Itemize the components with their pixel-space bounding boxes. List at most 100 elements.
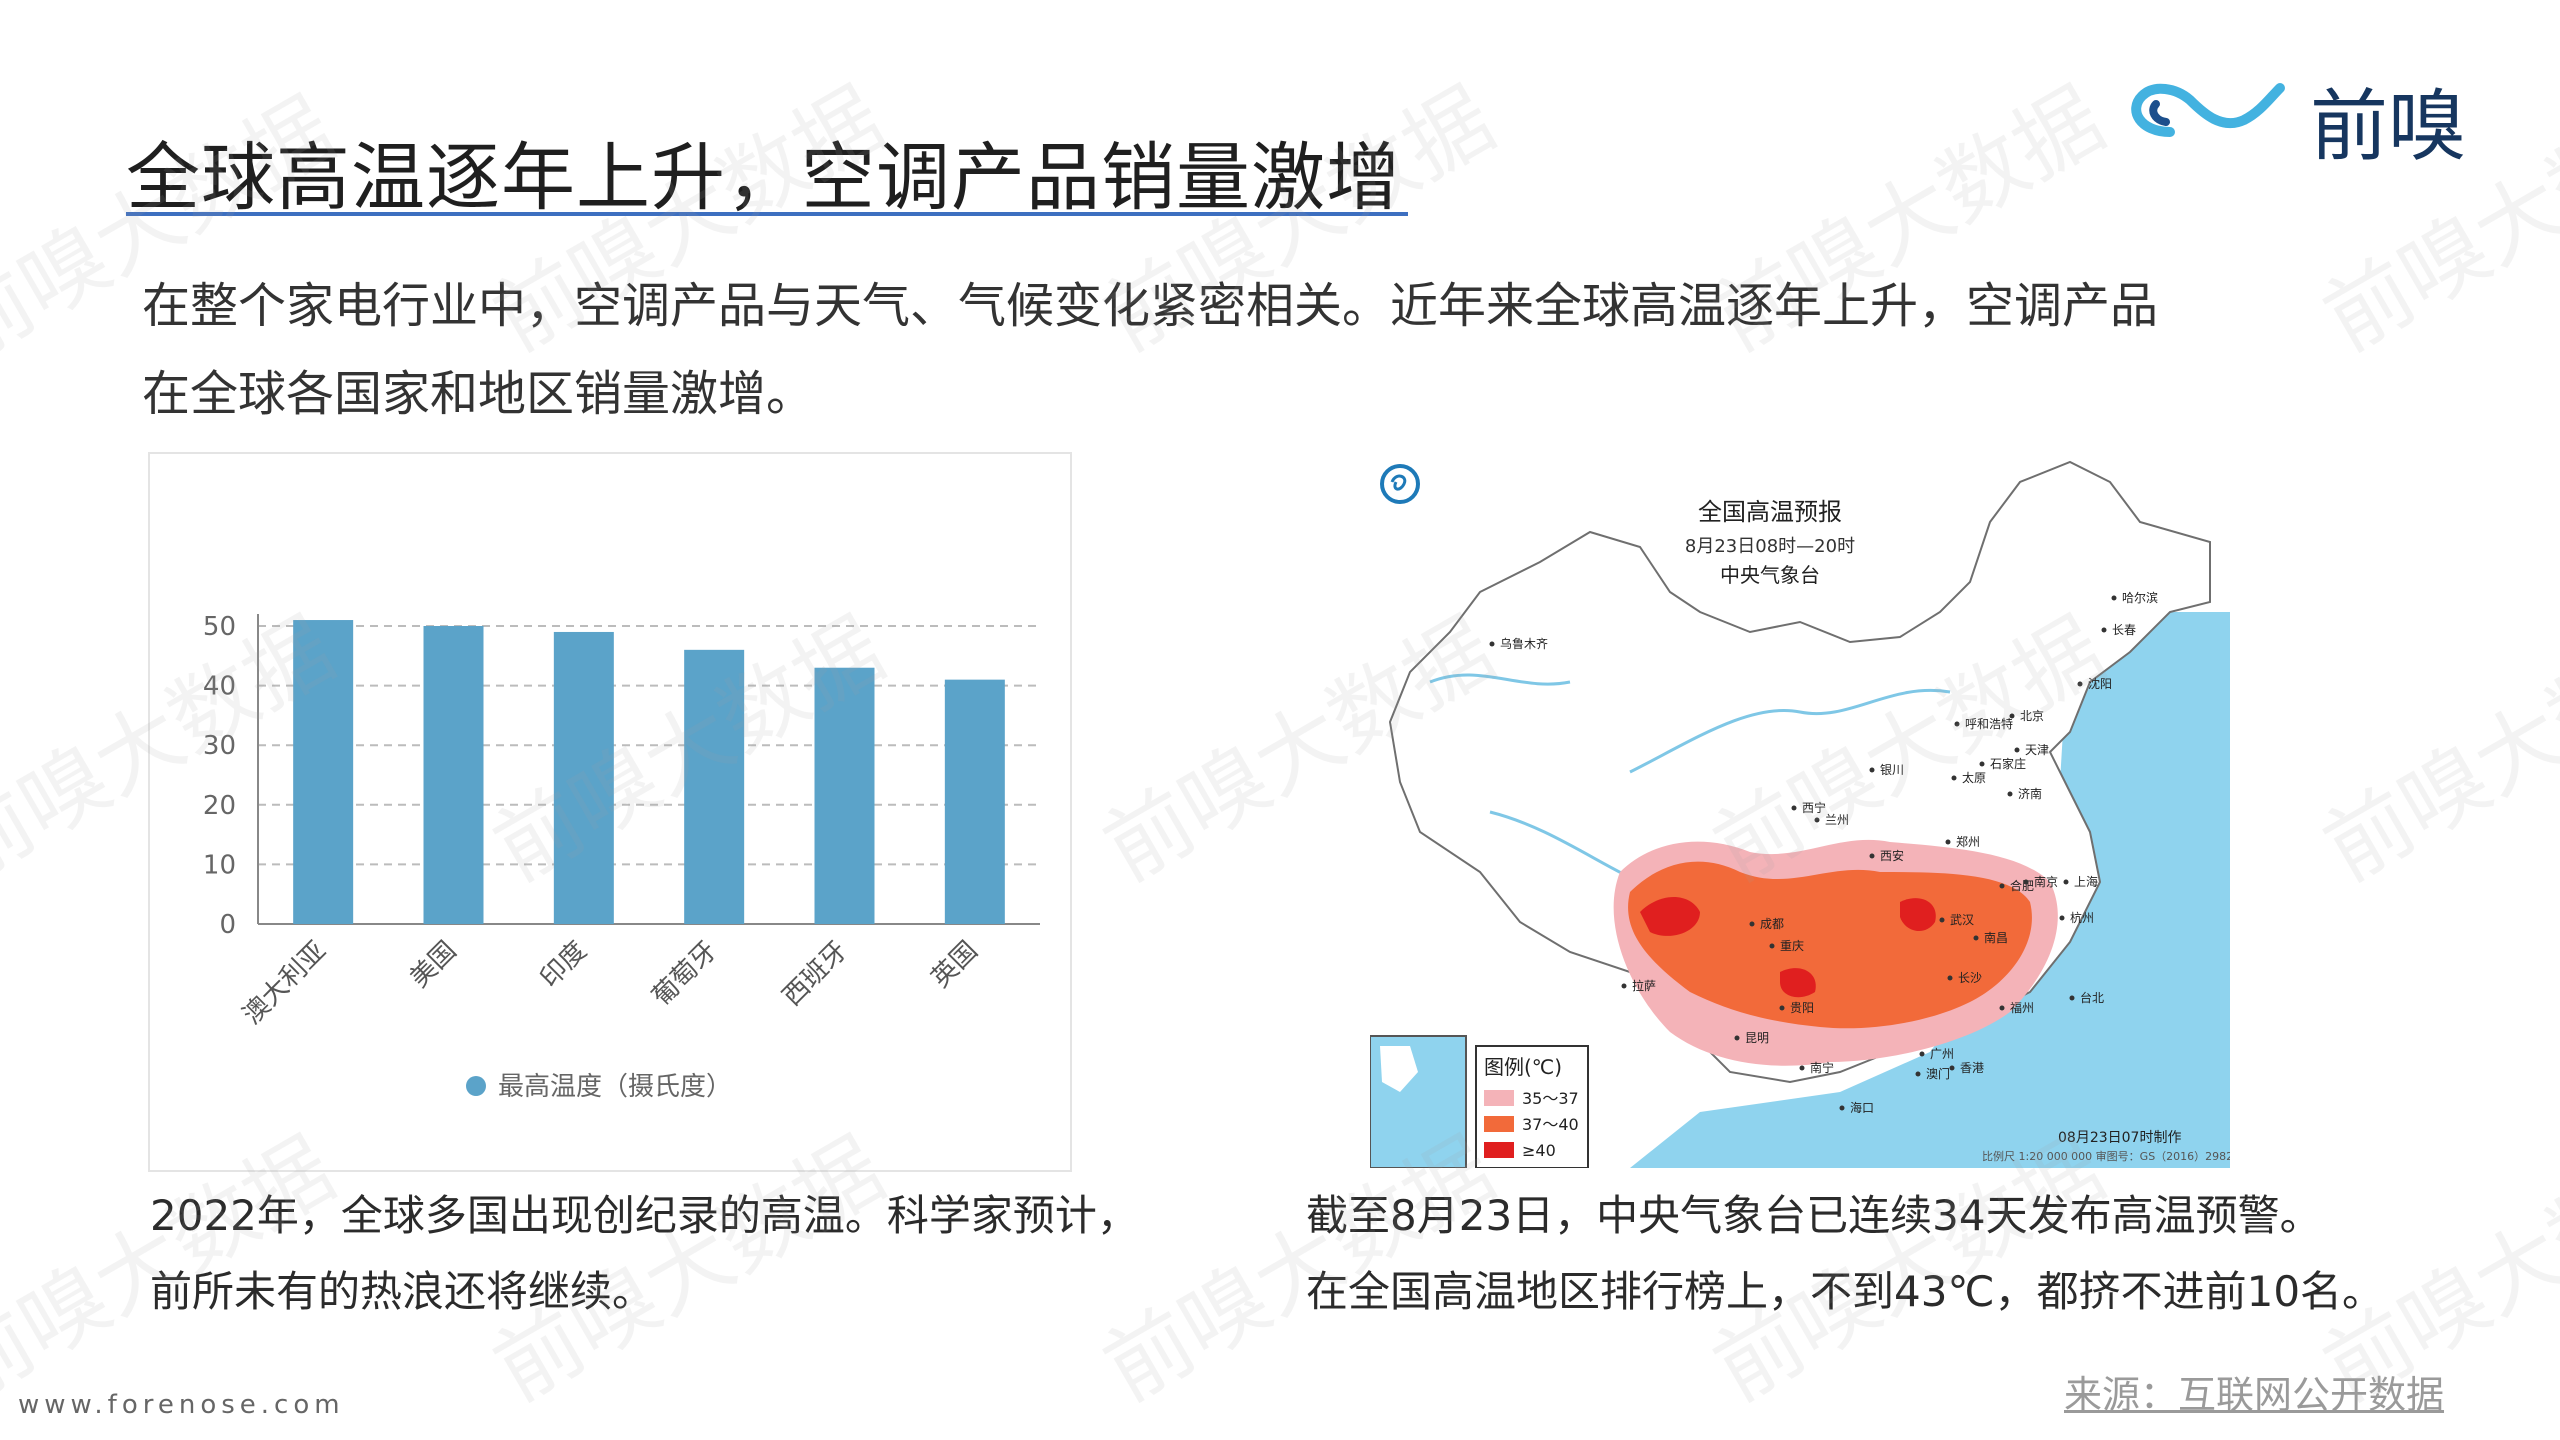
city-dot [1947,975,1953,981]
city-label: 海口 [1850,1100,1874,1115]
city-dot [2014,747,2020,753]
city-dot [2077,681,2083,687]
intro-paragraph: 在整个家电行业中，空调产品与天气、气候变化紧密相关。近年来全球高温逐年上升，空调… [142,262,2342,438]
heat-zone-40 [1900,898,1936,932]
map-produced-note: 08月23日07时制作 [2058,1130,2181,1146]
legend-label: ≥40 [1522,1141,1556,1160]
city-label: 重庆 [1780,939,1804,953]
city-dot [1999,883,2005,889]
river-yellow [1629,689,1951,774]
city-dot [2101,627,2107,633]
city-label: 哈尔滨 [2122,590,2158,605]
city-label: 成都 [1760,917,1784,931]
heat-zone-40 [1640,897,1700,936]
inset-land [1380,1046,1418,1092]
china-heat-map: 全国高温预报 8月23日08时—20时 中央气象台 乌鲁木齐 哈尔滨长春沈阳北京呼… [1369,460,2244,1169]
page-title: 全球高温逐年上升，空调产品销量激增 [126,135,1401,221]
city-label: 杭州 [2070,910,2094,925]
city-dot [1749,921,1755,927]
city-dot [1621,983,1627,989]
city-label: 昆明 [1745,1031,1769,1045]
city-dot [1869,767,1875,773]
y-tick-label: 50 [203,612,236,642]
right-caption: 截至8月23日，中央气象台已连续34天发布高温预警。 在全国高温地区排行榜上，不… [1306,1178,2384,1330]
bar [293,620,354,924]
bar [684,649,745,924]
legend-swatch [1484,1142,1514,1158]
map-time: 8月23日08时—20时 [1685,536,1855,557]
map-agency: 中央气象台 [1720,563,1820,587]
legend-label: 最高温度（摄氏度） [498,1072,732,1102]
legend-swatch [1484,1090,1514,1106]
caption-line: 截至8月23日，中央气象台已连续34天发布高温预警。 [1306,1191,2322,1240]
bar [944,679,1005,924]
y-tick-label: 10 [203,850,236,880]
x-tick-label: 澳大利亚 [237,936,332,1031]
city-dot [1799,1065,1805,1071]
city-label: 长沙 [1958,971,1982,985]
intro-line: 在整个家电行业中，空调产品与天气、气候变化紧密相关。近年来全球高温逐年上升，空调… [142,278,2159,334]
left-caption: 2022年，全球多国出现创纪录的高温。科学家预计， 前所未有的热浪还将继续。 [150,1178,1139,1330]
cma-emblem-icon [1380,464,1420,504]
city-label: 福州 [2010,1000,2034,1015]
city-dot [1814,817,1820,823]
city-dot [1999,1005,2005,1011]
city-dot [1951,775,1957,781]
city-label: 上海 [2074,874,2098,889]
city-label: 贵阳 [1790,1001,1814,1015]
city-label: 澳门 [1926,1066,1950,1081]
heat-zone-40 [1780,968,1816,998]
map-scale-note: 比例尺 1:20 000 000 审图号：GS（2016）2982号 [1982,1149,2230,1163]
intro-line: 在全球各国家和地区销量激增。 [142,366,815,422]
bar [553,631,614,924]
city-dot [1769,943,1775,949]
x-tick-label: 印度 [535,936,593,994]
watermark: 前嗅大数据 [2308,599,2560,901]
city-label: 武汉 [1950,913,1974,927]
x-tick-label: 英国 [926,936,984,994]
logo-text: 前嗅 [2310,82,2467,172]
logo-icon [2131,83,2285,137]
city-dot [1979,761,1985,767]
legend-marker [466,1076,486,1096]
city-dot [1945,839,1951,845]
city-dot [2069,995,2075,1001]
city-dot [2007,791,2013,797]
city-label: 乌鲁木齐 [1500,636,1548,651]
city-dot [1919,1051,1925,1057]
caption-line: 2022年，全球多国出现创纪录的高温。科学家预计， [150,1191,1139,1240]
city-dot [1791,805,1797,811]
city-label: 北京 [2020,709,2044,723]
city-dot [2023,879,2029,885]
caption-line: 在全国高温地区排行榜上，不到43℃，都挤不进前10名。 [1306,1267,2385,1316]
city-label: 银川 [1880,763,1904,777]
y-tick-label: 40 [203,672,236,702]
city-label: 郑州 [1956,834,1980,849]
x-tick-label: 美国 [404,936,462,994]
city-dot [1915,1071,1921,1077]
map-legend-title: 图例(℃) [1484,1055,1562,1079]
city-dot [2063,879,2069,885]
city-label: 呼和浩特 [1965,716,2013,731]
city-label: 广州 [1930,1047,1954,1061]
cma-emblem-mark [1390,474,1407,491]
heat-zone-37-40 [1628,861,2032,1029]
city-label: 南宁 [1810,1060,1834,1075]
city-label: 太原 [1962,770,1986,785]
city-dot [1839,1105,1845,1111]
city-label: 石家庄 [1990,756,2026,771]
legend-label: 35～37 [1522,1089,1579,1108]
city-label: 兰州 [1825,813,1849,827]
city-dot [1734,1035,1740,1041]
caption-line: 前所未有的热浪还将继续。 [150,1267,655,1316]
city-label: 西安 [1880,848,1904,863]
heat-map-panel: 全国高温预报 8月23日08时—20时 中央气象台 乌鲁木齐 哈尔滨 长春 沈阳 北京呼… [1369,452,2244,1169]
legend-swatch [1484,1116,1514,1132]
x-tick-label: 西班牙 [777,936,853,1012]
source-link[interactable]: 来源：互联网公开数据 [2064,1373,2445,1417]
bar [423,626,484,924]
city-dot [1954,721,1960,727]
sea-area [1630,612,2230,1168]
title-underline [126,212,1408,216]
